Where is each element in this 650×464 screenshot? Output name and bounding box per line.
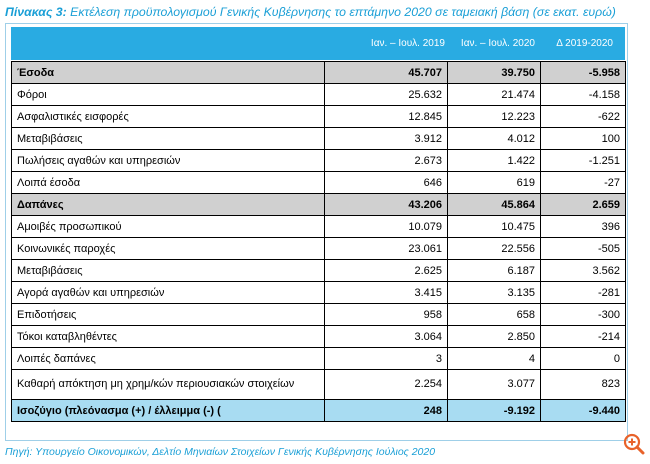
value-delta: -505 [540,237,626,260]
row-label: Ασφαλιστικές εισφορές [11,105,325,128]
table-row: Τόκοι καταβληθέντες 3.064 2.850 -214 [11,325,626,348]
budget-table: Έσοδα 45.707 39.750 -5.958 Φόροι 25.632 21.474… [11,61,626,422]
source-note: Πηγή: Υπουργείο Οικονομικών, Δελτίο Μηνι… [5,446,436,458]
table-row: Λοιπές δαπάνες 3 4 0 [11,347,626,370]
value-delta: -622 [540,105,626,128]
value-delta: -1.251 [540,149,626,172]
value-delta: 3.562 [540,259,626,282]
value-2019: 248 [324,399,448,422]
value-2019: 646 [324,171,448,194]
row-label: Μεταβιβάσεις [11,259,325,282]
table-caption: Εκτέλεση προϋπολογισμού Γενικής Κυβέρνησ… [70,5,616,19]
value-delta: 2.659 [540,193,626,216]
table-row: Δαπάνες 43.206 45.864 2.659 [11,193,626,216]
value-2019: 958 [324,303,448,326]
value-2020: 45.864 [447,193,541,216]
value-delta: -27 [540,171,626,194]
value-2020: 3.135 [447,281,541,304]
column-header-2019: Ιαν. – Ιουλ. 2019 [370,38,445,49]
row-label: Πωλήσεις αγαθών και υπηρεσιών [11,149,325,172]
value-delta: -4.158 [540,83,626,106]
table-row: Λοιπά έσοδα 646 619 -27 [11,171,626,194]
table-row: Αμοιβές προσωπικού 10.079 10.475 396 [11,215,626,238]
value-2020: 1.422 [447,149,541,172]
value-2020: 619 [447,171,541,194]
value-delta: -281 [540,281,626,304]
value-2020: -9.192 [447,399,541,422]
value-delta: -214 [540,325,626,348]
row-label: Αγορά αγαθών και υπηρεσιών [11,281,325,304]
value-2020: 4 [447,347,541,370]
row-label: Λοιπά έσοδα [11,171,325,194]
value-2020: 39.750 [447,61,541,84]
value-2019: 3.912 [324,127,448,150]
value-2020: 21.474 [447,83,541,106]
value-2020: 3.077 [447,369,541,400]
table-frame [5,23,628,441]
row-label: Δαπάνες [11,193,325,216]
table-row: Κοινωνικές παροχές 23.061 22.556 -505 [11,237,626,260]
value-2020: 22.556 [447,237,541,260]
value-2019: 3.064 [324,325,448,348]
row-label: Έσοδα [11,61,325,84]
table-title: Πίνακας 3: Εκτέλεση προϋπολογισμού Γενικ… [5,3,645,21]
table-row: Επιδοτήσεις 958 658 -300 [11,303,626,326]
column-header-delta: Δ 2019-2020 [556,38,613,49]
column-header-2020: Ιαν. – Ιουλ. 2020 [460,38,535,49]
value-2019: 10.079 [324,215,448,238]
row-label: Τόκοι καταβληθέντες [11,325,325,348]
value-2019: 23.061 [324,237,448,260]
value-2020: 4.012 [447,127,541,150]
row-label: Λοιπές δαπάνες [11,347,325,370]
table-row: Έσοδα 45.707 39.750 -5.958 [11,61,626,84]
value-2020: 2.850 [447,325,541,348]
row-label: Αμοιβές προσωπικού [11,215,325,238]
row-label: Κοινωνικές παροχές [11,237,325,260]
value-delta: 396 [540,215,626,238]
row-label: Ισοζύγιο (πλεόνασμα (+) / έλλειμμα (-) ( [11,399,325,422]
value-2020: 6.187 [447,259,541,282]
table-row: Ισοζύγιο (πλεόνασμα (+) / έλλειμμα (-) (… [11,399,626,422]
table-row: Φόροι 25.632 21.474 -4.158 [11,83,626,106]
value-2019: 43.206 [324,193,448,216]
value-2019: 45.707 [324,61,448,84]
value-2019: 2.673 [324,149,448,172]
zoom-in-icon[interactable] [622,432,646,456]
value-2020: 12.223 [447,105,541,128]
table-row: Ασφαλιστικές εισφορές 12.845 12.223 -622 [11,105,626,128]
value-delta: 0 [540,347,626,370]
table-row: Μεταβιβάσεις 3.912 4.012 100 [11,127,626,150]
table-number: Πίνακας 3: [5,5,67,19]
value-delta: -9.440 [540,399,626,422]
table-header: Ιαν. – Ιουλ. 2019 Ιαν. – Ιουλ. 2020 Δ 20… [11,27,625,60]
row-label: Μεταβιβάσεις [11,127,325,150]
value-delta: 823 [540,369,626,400]
value-delta: 100 [540,127,626,150]
table-row: Καθαρή απόκτηση μη χρημ/κών περιουσιακών… [11,369,626,400]
value-delta: -5.958 [540,61,626,84]
value-2020: 658 [447,303,541,326]
value-2019: 2.254 [324,369,448,400]
row-label: Φόροι [11,83,325,106]
table-row: Μεταβιβάσεις 2.625 6.187 3.562 [11,259,626,282]
value-2019: 25.632 [324,83,448,106]
value-2019: 3 [324,347,448,370]
value-delta: -300 [540,303,626,326]
table-row: Αγορά αγαθών και υπηρεσιών 3.415 3.135 -281 [11,281,626,304]
table-row: Πωλήσεις αγαθών και υπηρεσιών 2.673 1.422-… [11,149,626,172]
value-2020: 10.475 [447,215,541,238]
value-2019: 12.845 [324,105,448,128]
value-2019: 3.415 [324,281,448,304]
row-label: Επιδοτήσεις [11,303,325,326]
row-label: Καθαρή απόκτηση μη χρημ/κών περιουσιακών… [11,369,325,400]
value-2019: 2.625 [324,259,448,282]
